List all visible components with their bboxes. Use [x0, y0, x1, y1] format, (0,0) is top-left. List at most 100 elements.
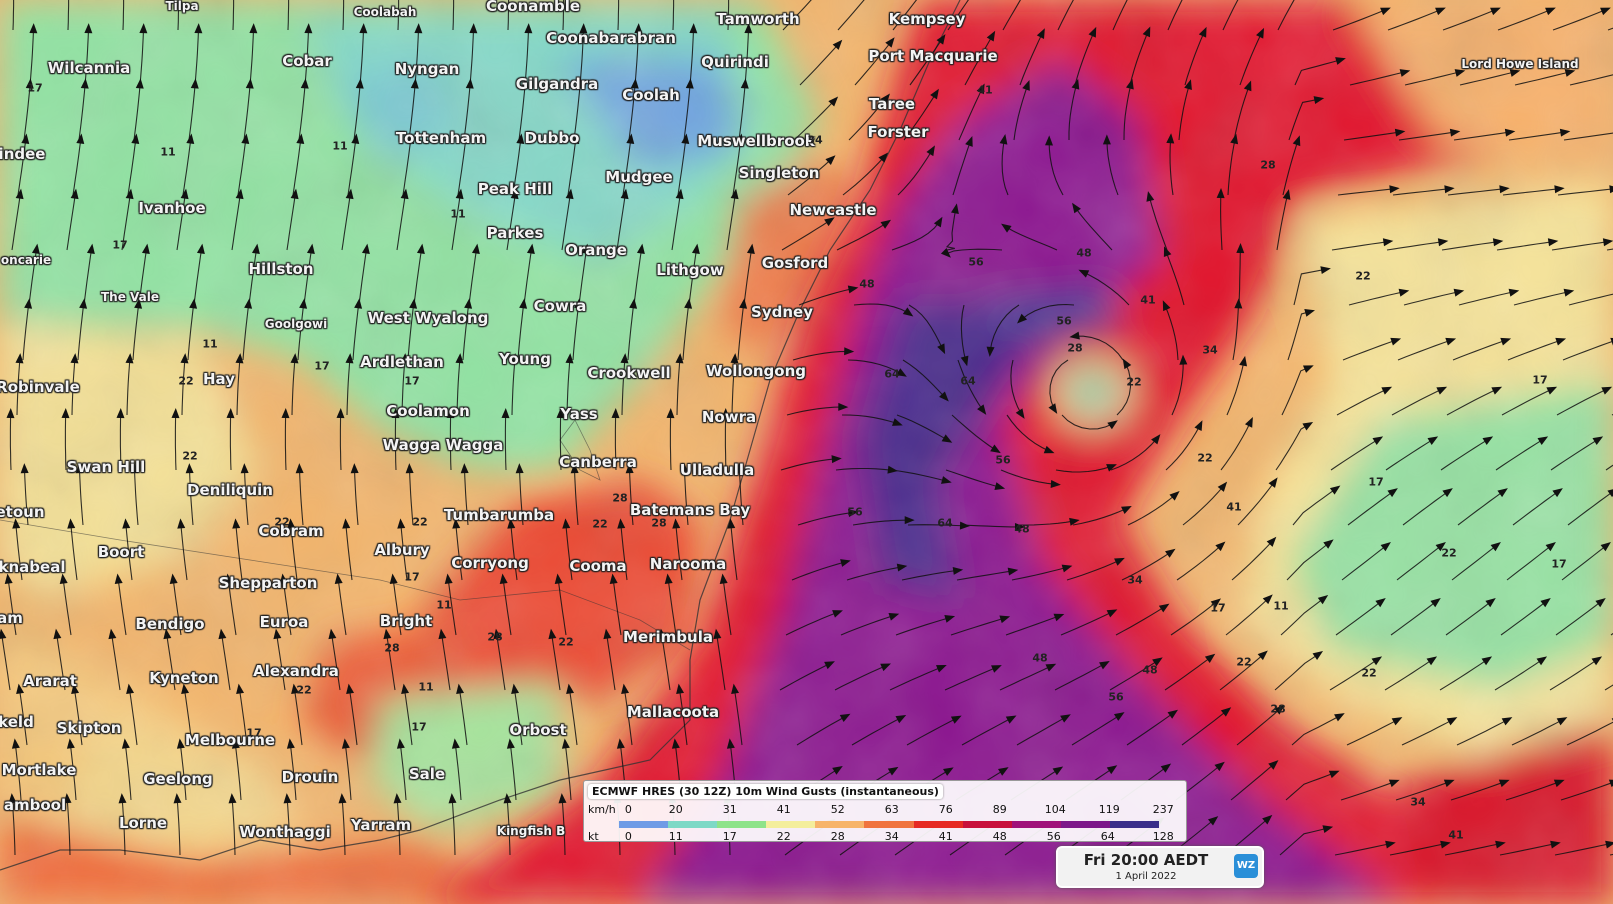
streamline: [798, 288, 853, 306]
flow-arrow-icon: [63, 793, 72, 804]
streamline: [133, 469, 139, 526]
streamline: [909, 38, 943, 86]
streamline: [1444, 843, 1501, 856]
streamline: [1494, 659, 1543, 691]
flow-arrow-icon: [1257, 650, 1268, 661]
flow-arrow-icon: [1436, 386, 1448, 395]
flow-arrow-icon: [71, 683, 80, 695]
place-label: etoun: [0, 503, 45, 521]
flow-arrow-icon: [825, 155, 836, 165]
streamline: [1453, 131, 1510, 141]
flow-arrow-icon: [29, 23, 38, 34]
streamline: [1060, 611, 1113, 636]
flow-arrow-icon: [675, 353, 684, 364]
streamline: [1343, 131, 1400, 141]
contour-label: 11: [418, 680, 434, 694]
streamline: [1066, 559, 1120, 581]
place-label: am: [0, 609, 23, 627]
flow-arrow-icon: [516, 133, 525, 144]
flow-arrow-icon: [283, 793, 292, 804]
streamline: [408, 469, 414, 526]
flow-arrow-icon: [1547, 238, 1559, 247]
flow-arrow-icon: [554, 573, 563, 584]
place-label: Lorne: [118, 814, 168, 832]
flow-arrow-icon: [1142, 26, 1151, 38]
streamline: [1329, 659, 1378, 691]
place-label: Coolah: [622, 86, 680, 104]
streamline: [671, 194, 681, 251]
place-label: Dubbo: [524, 129, 580, 147]
streamline: [1459, 71, 1515, 86]
streamline: [689, 29, 695, 86]
flow-arrow-icon: [300, 78, 309, 89]
flow-arrow-icon: [1555, 337, 1567, 346]
streamline: [284, 413, 287, 471]
flow-arrow-icon: [1609, 185, 1613, 194]
streamline: [502, 579, 512, 636]
legend-kt-value: 128: [1152, 830, 1174, 843]
flow-arrow-icon: [832, 610, 843, 618]
flow-arrow-icon: [279, 573, 288, 584]
streamline: [1442, 9, 1496, 31]
streamline: [1165, 425, 1201, 471]
streamline: [457, 139, 467, 196]
streamline: [568, 689, 578, 746]
streamline: [447, 579, 457, 636]
flow-arrow-icon: [244, 298, 253, 309]
place-label: Wonthaggi: [239, 823, 331, 841]
streamline: [176, 194, 186, 251]
flow-arrow-icon: [503, 793, 512, 804]
flow-arrow-icon: [1495, 840, 1506, 849]
streamline: [506, 194, 516, 251]
flow-arrow-icon: [944, 615, 956, 623]
streamline: [1340, 781, 1395, 801]
place-label: Mortlake: [1, 761, 77, 779]
streamline: [667, 579, 677, 636]
flow-arrow-icon: [507, 518, 516, 529]
streamline: [511, 359, 516, 416]
flow-arrow-icon: [1268, 477, 1278, 488]
flow-arrow-icon: [832, 766, 843, 775]
flow-arrow-icon: [1005, 715, 1017, 724]
streamline: [1061, 414, 1114, 430]
flow-arrow-icon: [1106, 765, 1118, 775]
streamline: [1395, 781, 1450, 801]
flow-arrow-icon: [1169, 491, 1180, 501]
streamline: [956, 570, 1013, 581]
streamline: [565, 524, 573, 581]
flow-arrow-icon: [224, 573, 233, 584]
flow-arrow-icon: [1001, 223, 1012, 233]
streamline: [1331, 241, 1388, 251]
legend-color-bar: [619, 821, 1160, 828]
contour-label: 22: [274, 515, 290, 529]
streamline: [1165, 251, 1185, 306]
flow-arrow-icon: [1234, 298, 1243, 309]
streamline: [1389, 843, 1446, 856]
streamline: [1018, 520, 1074, 526]
streamline: [616, 194, 626, 251]
streamline: [1451, 545, 1497, 581]
flow-arrow-icon: [1371, 656, 1383, 666]
streamline: [1049, 359, 1069, 409]
flow-arrow-icon: [926, 145, 935, 157]
flow-arrow-icon: [1435, 7, 1446, 16]
flow-arrow-icon: [1536, 656, 1548, 666]
flow-arrow-icon: [625, 463, 634, 474]
flow-arrow-icon: [744, 23, 753, 34]
flow-arrow-icon: [416, 243, 425, 255]
flow-arrow-icon: [1490, 542, 1501, 552]
flow-arrow-icon: [121, 738, 130, 749]
flow-arrow-icon: [75, 463, 84, 474]
contour-label: 11: [202, 337, 218, 351]
streamline: [359, 29, 365, 86]
streamline: [561, 194, 571, 251]
streamline: [1456, 719, 1508, 746]
streamline: [848, 97, 887, 141]
streamline: [716, 634, 726, 691]
flow-arrow-icon: [520, 78, 529, 89]
streamline: [194, 29, 200, 86]
streamline: [780, 458, 836, 471]
place-label: Geelong: [143, 770, 213, 788]
flow-arrow-icon: [1445, 337, 1457, 346]
flow-arrow-icon: [134, 298, 143, 309]
